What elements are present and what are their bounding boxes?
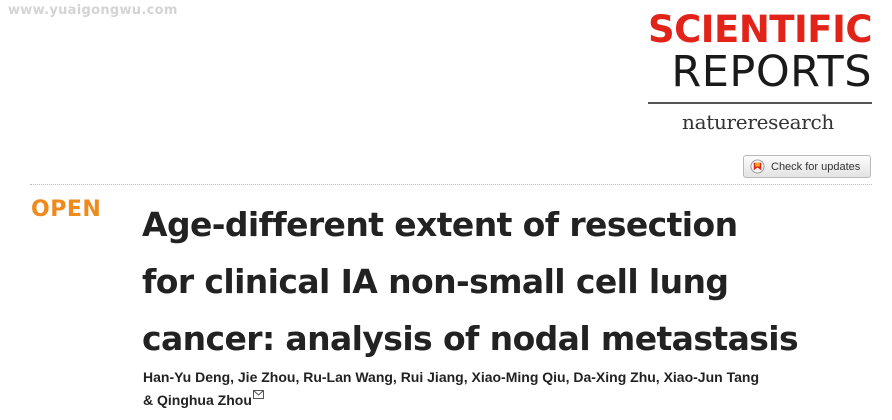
- journal-divider: [648, 102, 872, 104]
- open-access-badge: OPEN: [31, 197, 102, 222]
- check-for-updates-button[interactable]: Check for updates: [743, 155, 871, 178]
- header-divider: [30, 184, 872, 185]
- journal-name-line2: REPORTS: [671, 47, 872, 97]
- watermark-text: www.yuaigongwu.com: [8, 3, 178, 18]
- author-list-line-text: & Qinghua Zhou: [143, 392, 252, 408]
- envelope-icon[interactable]: [252, 390, 264, 399]
- journal-name-line1: SCIENTIFIC: [647, 8, 873, 51]
- publisher-name: natureresearch: [682, 110, 834, 134]
- author-list-line: & Qinghua Zhou: [143, 389, 878, 412]
- author-list: Han-Yu Deng, Jie Zhou, Ru-Lan Wang, Rui …: [143, 366, 878, 412]
- article-title-line: cancer: analysis of nodal metastasis: [142, 319, 799, 358]
- check-for-updates-label: Check for updates: [771, 160, 861, 173]
- crossmark-icon: [750, 159, 765, 174]
- article-title: Age-different extent of resection for cl…: [142, 196, 872, 367]
- article-title-line: Age-different extent of resection: [142, 205, 738, 244]
- author-list-line: Han-Yu Deng, Jie Zhou, Ru-Lan Wang, Rui …: [143, 369, 759, 385]
- article-title-line: for clinical IA non-small cell lung: [142, 262, 729, 301]
- journal-logo: SCIENTIFIC REPORTS: [642, 8, 873, 97]
